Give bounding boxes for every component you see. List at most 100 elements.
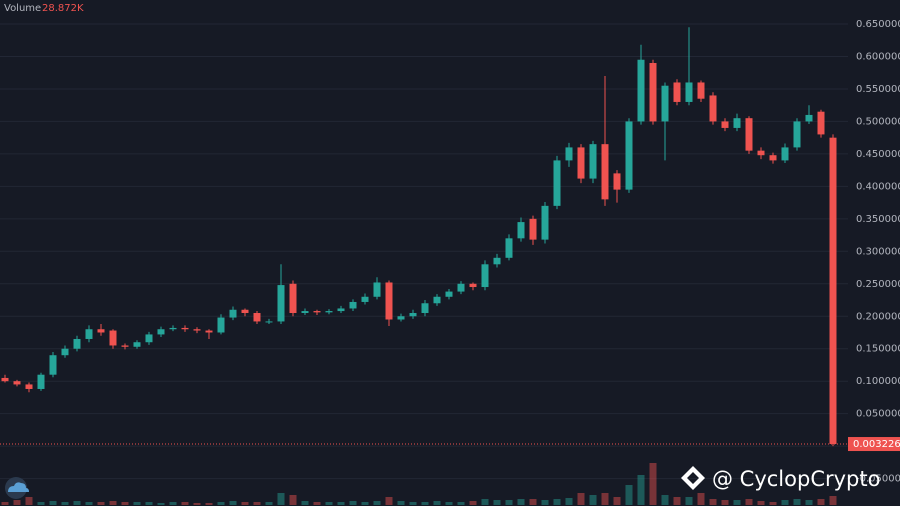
- volume-bar: [577, 493, 585, 505]
- volume-bar: [445, 502, 453, 505]
- volume-bar: [157, 503, 165, 505]
- volume-bar: [481, 499, 489, 505]
- volume-bar: [697, 493, 705, 505]
- candle-body: [349, 301, 357, 309]
- candle-body: [313, 311, 321, 313]
- candle-body: [805, 114, 813, 122]
- volume-bar: [349, 501, 357, 505]
- volume-bar: [85, 502, 93, 505]
- volume-bar: [121, 502, 129, 505]
- volume-bar: [517, 499, 525, 505]
- candle-body: [421, 303, 429, 314]
- y-tick-label: 0.550000: [856, 84, 900, 95]
- volume-bar: [145, 502, 153, 505]
- volume-bar: [265, 502, 273, 505]
- volume-bar: [589, 495, 597, 505]
- volume-title: Volume: [4, 3, 41, 14]
- volume-bar: [469, 501, 477, 505]
- candle-body: [217, 317, 225, 333]
- y-tick-label: 0.450000: [856, 149, 900, 160]
- candle-body: [565, 147, 573, 161]
- candle-body: [193, 329, 201, 331]
- volume-bar: [397, 501, 405, 505]
- volume-bar: [229, 501, 237, 505]
- y-tick-label: 0.350000: [856, 214, 900, 225]
- candle-body: [85, 329, 93, 339]
- volume-bar: [781, 500, 789, 505]
- y-tick-label: 0.300000: [856, 246, 900, 257]
- volume-bar: [421, 502, 429, 505]
- candle-body: [757, 150, 765, 156]
- price-axis: 0.650000 0.600000 0.550000 0.500000 0.450000…: [0, 19, 900, 485]
- volume-bar: [61, 502, 69, 505]
- last-price-box: [848, 437, 900, 452]
- candle-body: [1, 377, 9, 382]
- candle-body: [637, 59, 645, 122]
- candle-body: [577, 147, 585, 179]
- volume-bar: [541, 500, 549, 505]
- volume-bar: [313, 502, 321, 505]
- volume-value: 28.872K: [42, 3, 84, 14]
- volume-bar: [205, 503, 213, 505]
- volume-bar: [793, 499, 801, 505]
- candle-body: [469, 283, 477, 288]
- volume-bar: [73, 501, 81, 505]
- candle-body: [697, 82, 705, 99]
- volume-bar: [97, 502, 105, 505]
- candle-body: [169, 327, 177, 330]
- candle-body: [133, 342, 141, 347]
- candle-body: [625, 121, 633, 190]
- volume-bar: [289, 495, 297, 505]
- candle-body: [61, 348, 69, 356]
- candle-body: [445, 291, 453, 297]
- volume-bar: [829, 496, 837, 505]
- volume-bar: [409, 502, 417, 505]
- volume-bar: [565, 498, 573, 505]
- candle-body: [745, 118, 753, 151]
- volume-bar: [193, 503, 201, 505]
- volume-bar: [361, 502, 369, 505]
- y-tick-label: 0.200000: [856, 311, 900, 322]
- candle-body: [817, 111, 825, 135]
- volume-bar: [745, 499, 753, 505]
- volume-bar: [1, 502, 9, 505]
- volume-bar: [709, 499, 717, 505]
- candle-body: [481, 264, 489, 288]
- watermark-icon: [681, 466, 705, 490]
- volume-bar: [637, 475, 645, 505]
- candle-body: [361, 296, 369, 302]
- candle-body: [649, 62, 657, 122]
- candle-body: [781, 147, 789, 161]
- candle-body: [229, 309, 237, 318]
- candle-body: [337, 308, 345, 312]
- y-tick-label: -0.050000: [856, 474, 900, 485]
- candle-body: [13, 381, 21, 385]
- volume-bar: [25, 497, 33, 505]
- candle-body: [409, 313, 417, 317]
- volume-bar: [181, 502, 189, 505]
- volume-bar: [769, 502, 777, 505]
- candle-body: [385, 282, 393, 320]
- candle-body: [541, 205, 549, 240]
- volume-bar: [805, 500, 813, 505]
- candle-body: [181, 327, 189, 330]
- candle-body: [157, 329, 165, 335]
- volume-bar: [661, 495, 669, 505]
- y-tick-label: 0.250000: [856, 279, 900, 290]
- candle-body: [457, 283, 465, 292]
- volume-bar: [253, 502, 261, 505]
- candle-body: [661, 85, 669, 122]
- volume-bar: [385, 497, 393, 505]
- last-price-label: 0.003226: [853, 439, 900, 450]
- candle-body: [25, 384, 33, 389]
- volume-bar: [625, 485, 633, 505]
- volume-bar: [553, 499, 561, 505]
- candle-body: [109, 330, 117, 346]
- volume-bar: [37, 502, 45, 505]
- volume-pane: [1, 463, 837, 505]
- candle-body: [829, 137, 837, 445]
- candle-body: [241, 309, 249, 314]
- candle-body: [433, 296, 441, 304]
- candle-body: [529, 218, 537, 240]
